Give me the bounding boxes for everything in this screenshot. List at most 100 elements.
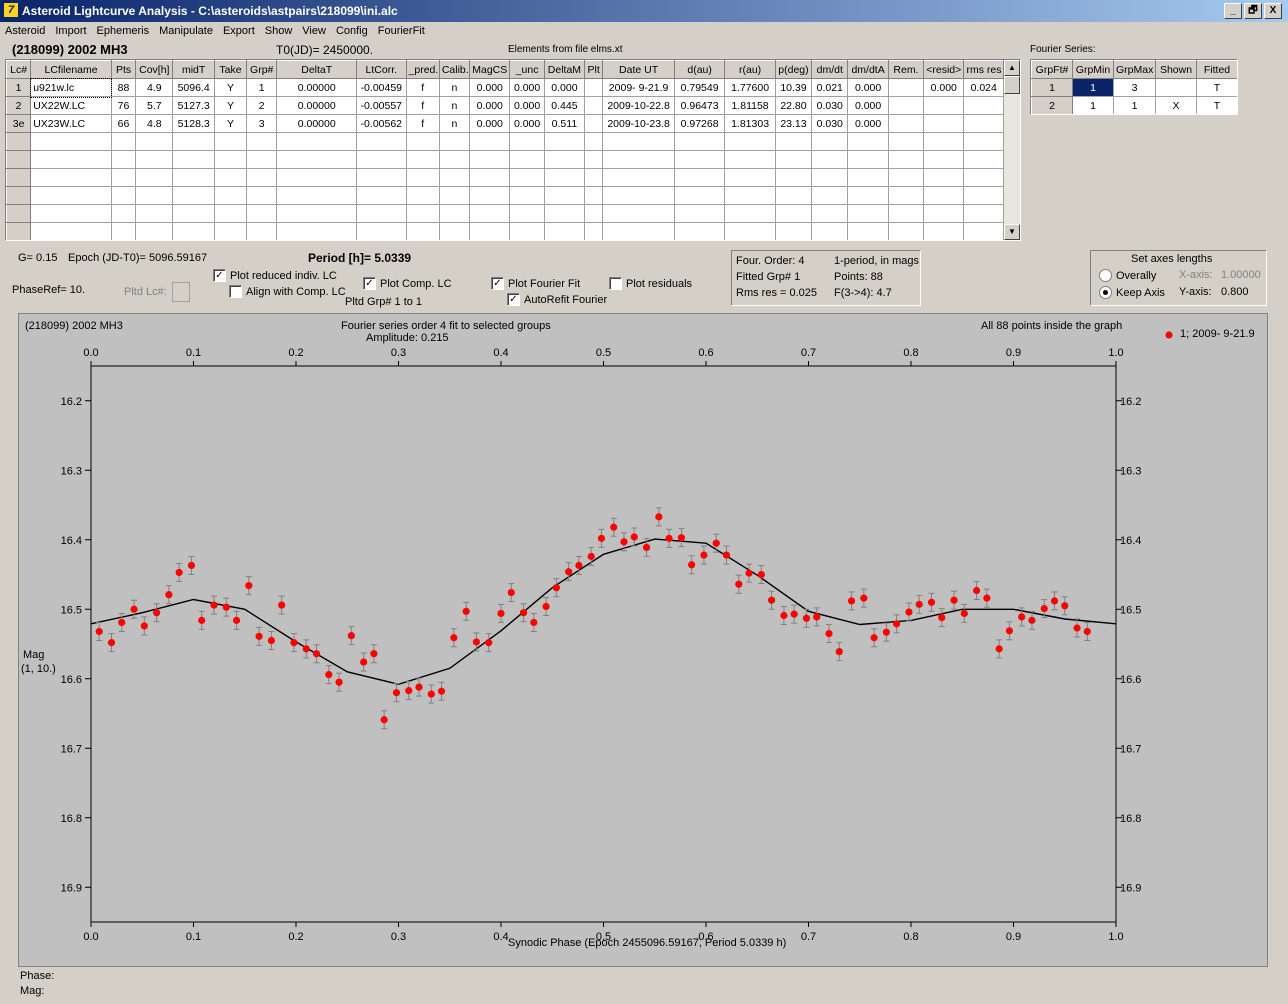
table-cell[interactable] xyxy=(135,132,174,151)
scroll-up-icon[interactable]: ▲ xyxy=(1004,60,1020,76)
table-cell[interactable]: 0.511 xyxy=(543,114,586,133)
table-cell[interactable] xyxy=(963,114,1004,133)
table-cell[interactable] xyxy=(172,222,215,240)
table-cell[interactable] xyxy=(887,222,925,240)
table-cell[interactable] xyxy=(405,132,440,151)
table-cell[interactable] xyxy=(277,241,357,242)
table-cell[interactable] xyxy=(543,204,586,223)
table-cell[interactable] xyxy=(172,150,215,169)
table-cell[interactable] xyxy=(543,168,586,187)
table-cell[interactable] xyxy=(357,241,406,242)
lightcurve-plot[interactable]: 0.0 0.0 0.1 0.1 0.2 0.2 0.3 0.3 0.4 0.4 0.5 0.5 0.6 0… xyxy=(18,313,1268,967)
table-cell[interactable]: 1 xyxy=(1113,96,1156,114)
table-cell[interactable] xyxy=(276,204,358,223)
table-cell[interactable] xyxy=(584,150,604,169)
table-cell[interactable] xyxy=(246,186,278,205)
align-comp-checkbox[interactable]: Align with Comp. LC xyxy=(229,285,346,298)
table-cell[interactable] xyxy=(30,132,112,151)
table-cell[interactable] xyxy=(509,150,545,169)
table-cell[interactable] xyxy=(887,204,925,223)
lc-column-header[interactable]: Grp# xyxy=(246,60,278,79)
table-cell[interactable] xyxy=(469,132,511,151)
lc-column-header[interactable]: Pts xyxy=(110,60,137,79)
table-cell[interactable] xyxy=(887,168,925,187)
table-cell[interactable]: 2009-10-23.8 xyxy=(602,114,675,133)
table-cell[interactable] xyxy=(213,150,248,169)
table-cell[interactable] xyxy=(847,150,889,169)
lc-column-header[interactable]: LCfilename xyxy=(30,60,112,79)
table-cell[interactable]: f xyxy=(405,78,440,97)
table-cell[interactable] xyxy=(405,168,440,187)
table-cell[interactable] xyxy=(543,222,586,240)
lc-column-header[interactable]: rms res xyxy=(963,60,1004,79)
table-cell[interactable] xyxy=(110,168,137,187)
table-cell[interactable] xyxy=(470,241,510,242)
lc-column-header[interactable]: Date UT xyxy=(602,60,675,79)
lc-column-header[interactable]: d(au) xyxy=(673,60,726,79)
table-cell[interactable] xyxy=(246,168,278,187)
plot-fourier-checkbox[interactable]: ✓ Plot Fourier Fit xyxy=(491,277,580,290)
table-cell[interactable]: 1.81303 xyxy=(724,114,776,133)
lc-column-header[interactable]: <resid> xyxy=(923,60,965,79)
plot-residuals-checkbox[interactable]: Plot residuals xyxy=(609,277,692,290)
table-cell[interactable] xyxy=(30,204,112,223)
table-cell[interactable] xyxy=(963,222,1004,240)
table-cell[interactable]: 5.7 xyxy=(135,96,174,115)
table-cell[interactable] xyxy=(774,150,813,169)
table-cell[interactable] xyxy=(774,222,813,240)
fourier-column-header[interactable]: Fitted xyxy=(1196,60,1237,79)
table-cell[interactable]: 0.00000 xyxy=(276,78,358,97)
lc-table-row[interactable] xyxy=(6,222,1004,240)
table-cell[interactable] xyxy=(469,168,511,187)
table-cell[interactable] xyxy=(438,168,471,187)
table-cell[interactable] xyxy=(848,241,888,242)
menu-config[interactable]: Config xyxy=(335,25,368,37)
table-cell[interactable] xyxy=(356,168,407,187)
table-cell[interactable]: 5128.3 xyxy=(172,114,215,133)
table-cell[interactable] xyxy=(923,132,965,151)
table-cell[interactable]: 0.024 xyxy=(963,78,1004,97)
pltd-lc-spinner[interactable] xyxy=(172,282,190,302)
menu-view[interactable]: View xyxy=(302,25,326,37)
table-cell[interactable]: 0.030 xyxy=(811,96,849,115)
lc-table-row[interactable] xyxy=(6,186,1004,205)
table-cell[interactable] xyxy=(923,150,965,169)
table-cell[interactable] xyxy=(276,186,358,205)
table-cell[interactable] xyxy=(811,222,849,240)
lc-column-header[interactable]: DeltaT xyxy=(276,60,358,79)
table-cell[interactable] xyxy=(887,186,925,205)
table-cell[interactable] xyxy=(602,168,675,187)
menu-show[interactable]: Show xyxy=(264,25,293,37)
table-cell[interactable] xyxy=(923,222,965,240)
table-cell[interactable] xyxy=(438,132,471,151)
table-cell[interactable] xyxy=(774,186,813,205)
table-cell[interactable] xyxy=(963,150,1004,169)
table-cell[interactable] xyxy=(602,186,675,205)
lc-column-header[interactable]: Rem. xyxy=(887,60,925,79)
table-cell[interactable] xyxy=(172,204,215,223)
table-cell[interactable]: 0.000 xyxy=(847,114,889,133)
table-cell[interactable] xyxy=(135,222,174,240)
table-cell[interactable]: 0.000 xyxy=(509,78,545,97)
table-cell[interactable] xyxy=(406,241,439,242)
table-cell[interactable] xyxy=(509,186,545,205)
table-cell[interactable] xyxy=(172,168,215,187)
table-cell[interactable] xyxy=(584,78,604,97)
table-cell[interactable] xyxy=(811,132,849,151)
table-cell[interactable] xyxy=(356,132,407,151)
table-cell[interactable] xyxy=(887,150,925,169)
table-cell[interactable] xyxy=(584,204,604,223)
table-cell[interactable]: UX22W.LC xyxy=(30,96,112,115)
table-cell[interactable]: 0.000 xyxy=(509,96,545,115)
table-cell[interactable] xyxy=(356,204,407,223)
table-cell[interactable] xyxy=(602,222,675,240)
table-cell[interactable]: 23.13 xyxy=(774,114,813,133)
table-cell[interactable]: 1.81158 xyxy=(724,96,776,115)
close-button[interactable]: X xyxy=(1264,3,1282,19)
lc-column-header[interactable]: _pred. xyxy=(405,60,440,79)
table-cell[interactable]: n xyxy=(438,96,471,115)
table-cell[interactable] xyxy=(509,168,545,187)
fourier-column-header[interactable]: GrpFt# xyxy=(1031,60,1073,79)
table-cell[interactable] xyxy=(673,222,726,240)
table-cell[interactable] xyxy=(509,204,545,223)
